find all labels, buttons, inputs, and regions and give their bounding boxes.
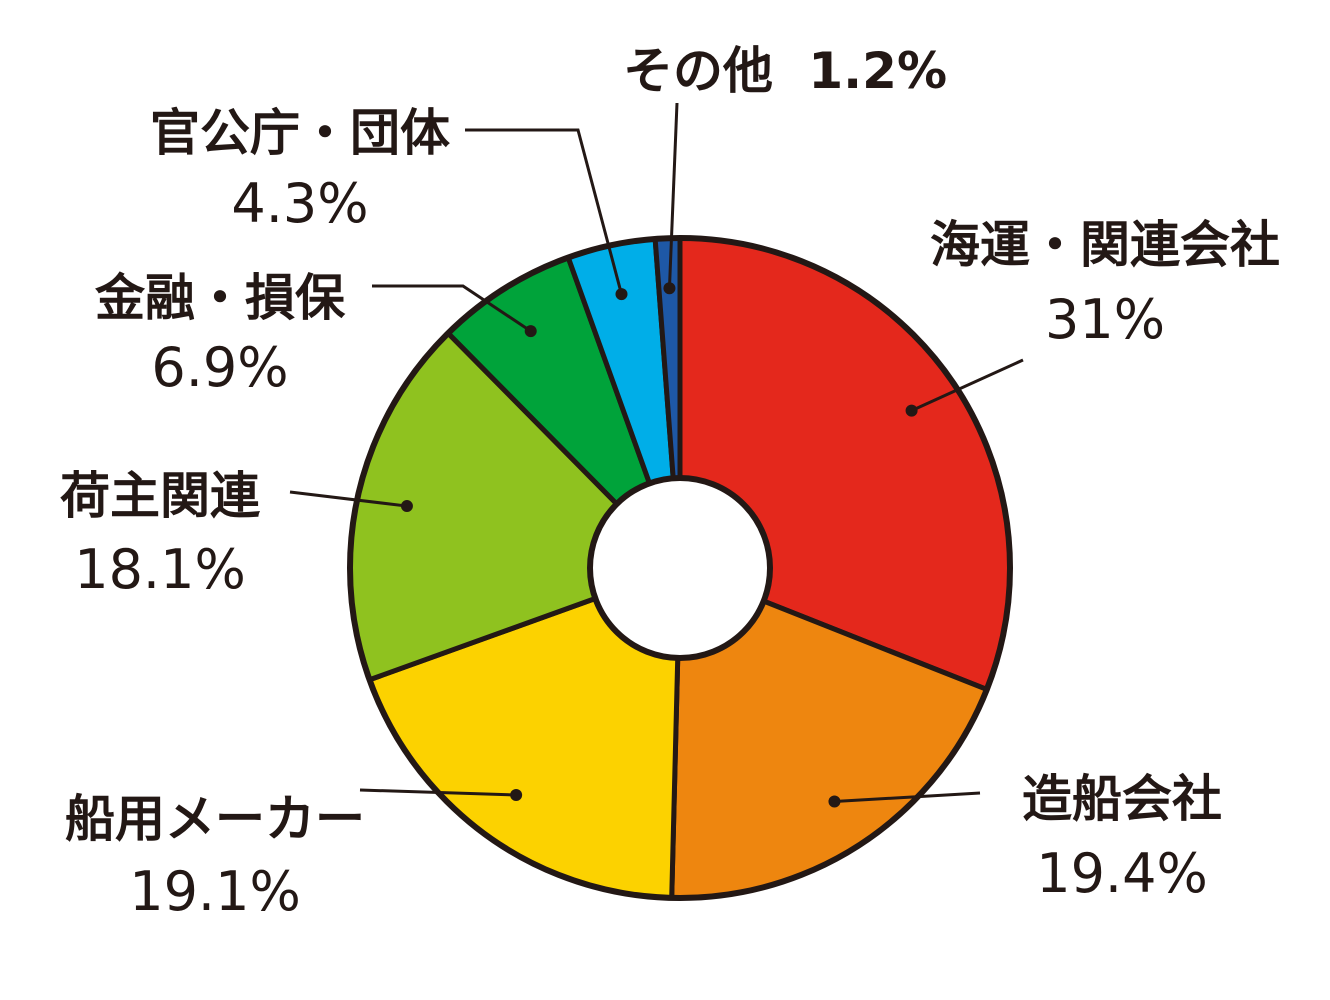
label-pct-kinyu: 6.9% [151,336,288,399]
label-sonota: その他 1.2% [623,42,947,100]
label-pct-ninushi: 18.1% [74,538,246,601]
label-name-sonota: その他 [623,42,773,100]
leader-line-1 [834,791,981,804]
donut-hole [587,475,773,661]
label-name-ninushi: 荷主関連 [60,467,261,525]
leader-line-6 [667,102,679,289]
label-pct-sonota: 1.2% [808,42,947,100]
leader-line-5 [465,128,623,295]
leader-line-2 [359,788,517,797]
leader-line-3 [289,490,408,508]
leader-dot-3 [400,500,413,513]
label-name-kinyu: 金融・損保 [95,269,346,327]
outer-ring [347,235,1013,901]
leader-line-4 [372,284,532,333]
label-name-kaiun: 海運・関連会社 [930,216,1280,274]
label-pct-kaiun: 31% [1045,288,1165,351]
label-pct-senyo: 19.1% [129,860,301,923]
label-name-zosen: 造船会社 [1022,770,1222,828]
label-name-kankocho: 官公庁・団体 [150,104,450,162]
label-pct-zosen: 19.4% [1036,842,1208,905]
leader-lines-group [289,102,1024,808]
leader-line-0 [910,358,1024,412]
label-pct-kankocho: 4.3% [231,172,368,235]
label-name-senyo: 船用メーカー [65,790,365,848]
